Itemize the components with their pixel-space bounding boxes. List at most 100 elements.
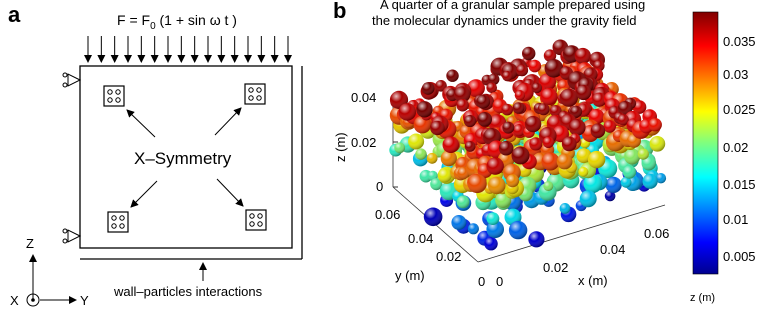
roller-support-top [62, 72, 82, 88]
symmetry-label: X–Symmetry [134, 149, 232, 168]
particle-shading [394, 142, 406, 154]
particle-shading [498, 140, 514, 156]
z-axis-title: z (m) [333, 132, 348, 162]
x-tick: 0.02 [543, 260, 568, 275]
particle-shading [486, 212, 500, 226]
particle-shading [506, 174, 520, 188]
y-tick: 0.06 [375, 207, 400, 222]
particle-shading [476, 94, 491, 109]
x-tick: 0.04 [600, 242, 625, 257]
particle-shading [648, 118, 662, 132]
z-axis-label: Z [26, 236, 34, 251]
particle-shading [522, 46, 536, 61]
arrow-to-top-right [214, 107, 242, 136]
particle-shading [435, 80, 447, 92]
particle-shading [502, 121, 515, 134]
particle-shading [467, 79, 485, 97]
particle-shading [575, 84, 592, 101]
particle-shading [511, 146, 530, 165]
particle-shading [524, 115, 542, 133]
particle-shading [467, 223, 479, 235]
particle-shading [649, 136, 666, 152]
particle-shading [477, 112, 493, 127]
particle-shading [543, 49, 557, 62]
colorbar-tick: 0.035 [723, 34, 756, 49]
particle-shading [464, 141, 476, 152]
particle-shading [574, 47, 591, 65]
y-axis-label: Y [80, 293, 89, 308]
colorbar-tick: 0.02 [723, 140, 748, 155]
force-arrows [84, 36, 292, 63]
y-tick: 0.02 [436, 249, 461, 264]
particle-shading [541, 152, 560, 171]
particle-shading [570, 105, 583, 118]
particle-shading [528, 231, 545, 248]
particle-shading [416, 101, 433, 118]
cell-top-right [244, 83, 266, 105]
particle-shading [456, 195, 470, 209]
particle-shading [423, 207, 443, 227]
particle-shading [451, 215, 467, 230]
particle-shading [578, 166, 589, 177]
panel-b: b A quarter of a granular sample prepare… [333, 0, 756, 304]
particle-shading [442, 136, 460, 153]
particle-shading [549, 105, 562, 117]
particle-shading [484, 237, 498, 251]
particle-shading [512, 124, 526, 137]
arrow-to-top-left [126, 109, 156, 138]
particle-shading [421, 82, 435, 95]
cell-top-left [103, 85, 125, 107]
x-axis-out-of-plane-icon [26, 293, 40, 307]
x-axis-title: x (m) [578, 273, 608, 288]
particle-shading [544, 59, 564, 78]
panel-a-label: a [8, 2, 21, 27]
particle-shading [559, 203, 571, 214]
particle-shading [502, 70, 513, 82]
container-box [79, 65, 293, 249]
particle-shading [592, 92, 607, 107]
particle-shading [559, 88, 579, 107]
particle-shading [617, 101, 633, 116]
box-edge-x [477, 204, 666, 263]
particle-shading [430, 178, 443, 191]
particle-shading [440, 150, 457, 167]
force-formula: F = F0 (1 + sin ω t ) [117, 12, 237, 32]
colorbar-ticks: 0.035 0.03 0.025 0.02 0.015 0.01 0.005 [723, 34, 756, 264]
colorbar [692, 11, 719, 275]
particle-shading [579, 190, 597, 208]
particle-shading [463, 114, 477, 128]
particle-shading [603, 120, 616, 133]
particle-shading [453, 86, 471, 103]
particle-shading [604, 190, 616, 202]
colorbar-label: z (m) [690, 292, 715, 304]
x-axis-dot-icon [31, 298, 35, 302]
particle-shading [487, 176, 506, 195]
particle-shading [556, 153, 573, 170]
particle-shading [537, 103, 550, 116]
z-tick: 0.04 [351, 90, 376, 105]
cell-bottom-left [107, 211, 129, 233]
particle-shading [642, 173, 658, 189]
particle-shading [446, 69, 459, 82]
particle-cloud [389, 39, 667, 251]
x-tick: 0.06 [644, 226, 669, 241]
particle-shading [467, 174, 487, 194]
colorbar-tick: 0.01 [723, 212, 748, 227]
cell-bottom-right [245, 209, 267, 231]
particle-shading [540, 88, 558, 105]
colorbar-tick: 0.03 [723, 67, 748, 82]
particle-shading [576, 148, 592, 164]
particle-shading [590, 123, 606, 138]
particle-shading [542, 136, 555, 148]
particle-shading [531, 82, 542, 94]
y-tick: 0.04 [408, 231, 433, 246]
particle-shading [516, 64, 529, 77]
particle-shading [637, 148, 649, 160]
particle-shading [430, 120, 445, 136]
particle-shading [514, 90, 526, 101]
y-axis-title: y (m) [395, 268, 425, 283]
particle-shading [655, 173, 667, 184]
particle-shading [426, 152, 438, 164]
particle-shading [583, 174, 603, 193]
wall-interaction-label: wall–particles interactions [113, 284, 263, 299]
